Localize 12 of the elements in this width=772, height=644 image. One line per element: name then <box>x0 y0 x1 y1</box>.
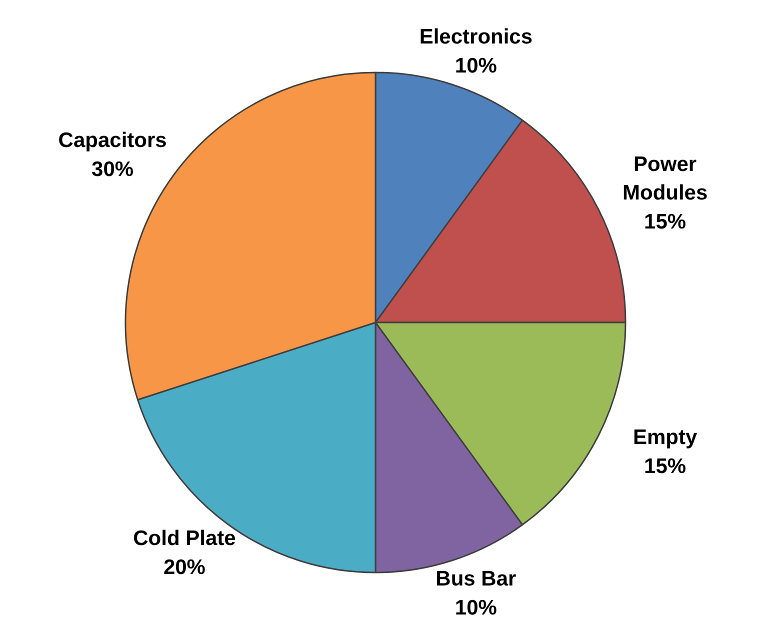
data-label: 15% <box>644 454 686 478</box>
slice-label: Cold Plate <box>133 527 236 550</box>
data-label: 10% <box>454 54 498 78</box>
data-label: 20% <box>163 556 206 579</box>
data-label: 30% <box>92 158 134 181</box>
slice-label: Capacitors <box>58 129 167 152</box>
slice-label: Empty <box>632 426 698 450</box>
data-label: 15% <box>644 210 686 234</box>
slice-label: Bus Bar <box>436 568 516 591</box>
slice-label: Electronics <box>419 26 533 49</box>
slice-label: Power Modules <box>622 152 708 205</box>
data-label: 10% <box>454 596 498 620</box>
